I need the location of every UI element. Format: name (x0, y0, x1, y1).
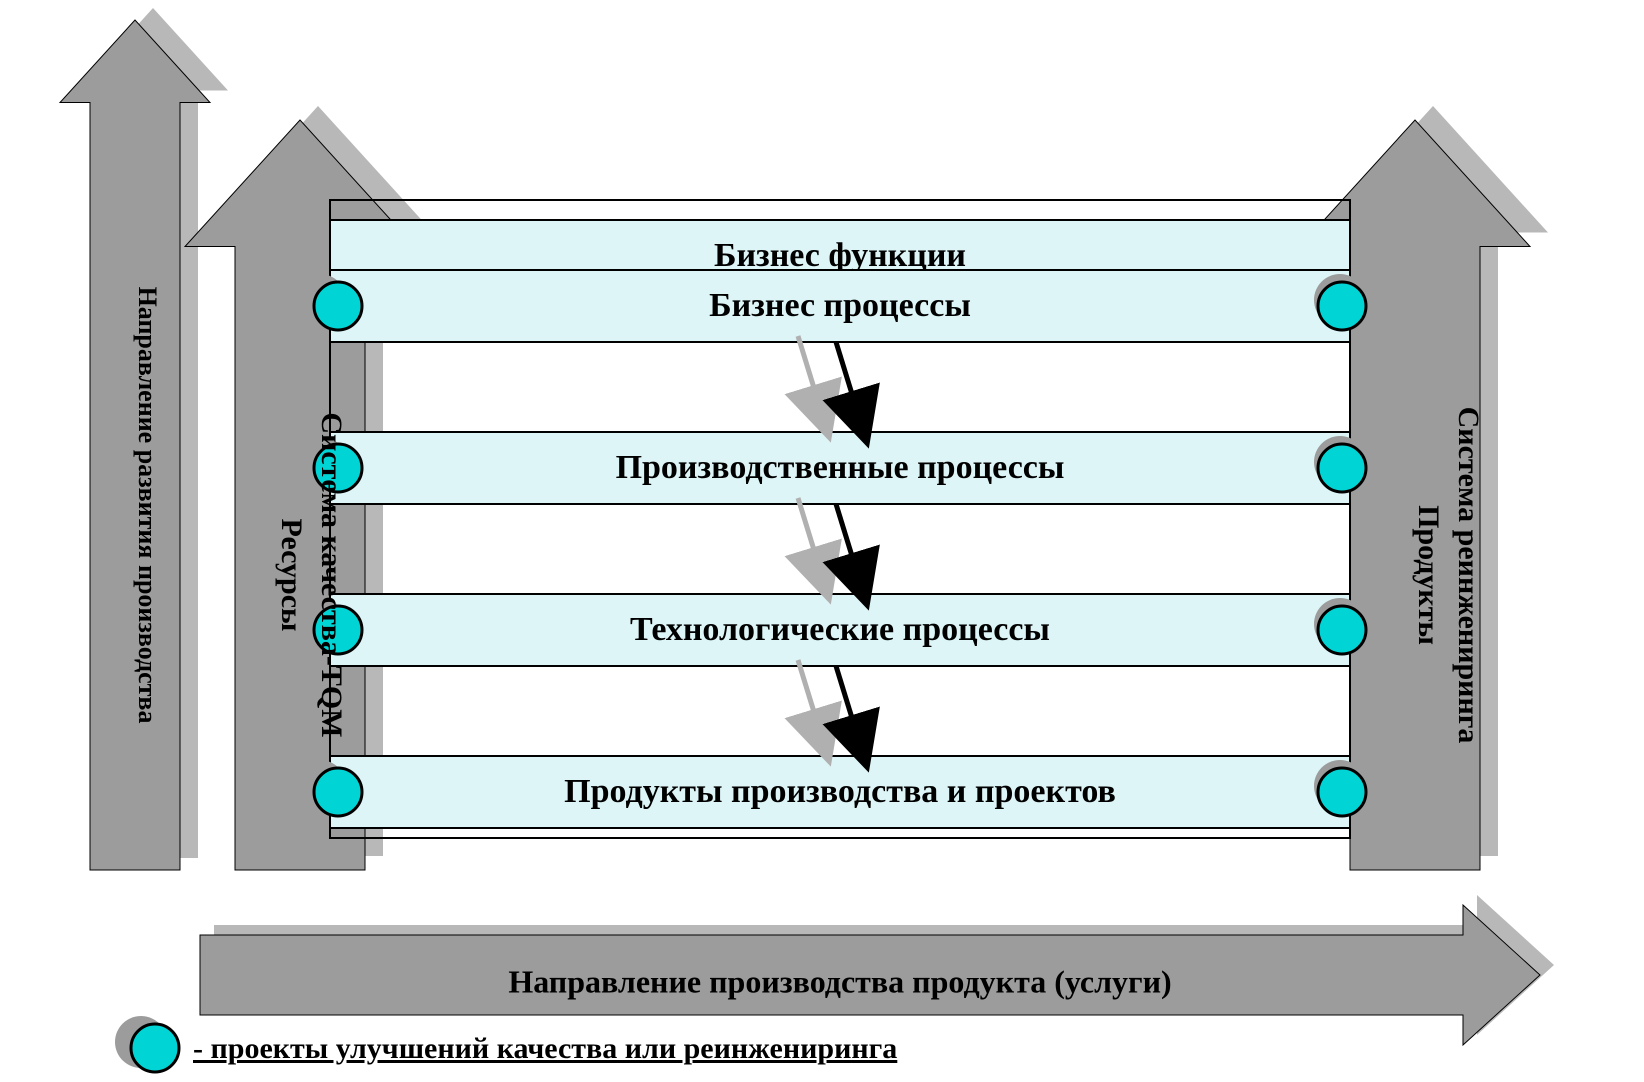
project-marker-icon (1318, 606, 1366, 654)
band-label: Бизнес функции (714, 237, 966, 274)
band-label: Продукты производства и проектов (564, 773, 1116, 810)
right-arrow-label-2: Продукты (1412, 505, 1445, 645)
legend-label: - проекты улучшений качества или реинжен… (193, 1032, 897, 1065)
band-label: Бизнес процессы (709, 287, 971, 324)
process-diagram: Бизнес функции Бизнес процессы Производств… (0, 0, 1644, 1082)
bottom-arrow-label: Направление производства продукта (услуг… (508, 963, 1171, 999)
project-marker-icon (314, 282, 362, 330)
legend-marker-icon (131, 1024, 179, 1072)
left-arrow-label-1: Система качества-TQM (315, 412, 348, 737)
far-left-arrow-label: Направление развития производства (133, 287, 162, 724)
project-marker-icon (1318, 282, 1366, 330)
band-label: Производственные процессы (616, 449, 1065, 486)
band-label: Технологические процессы (630, 611, 1050, 648)
project-marker-icon (314, 768, 362, 816)
project-marker-icon (1318, 444, 1366, 492)
left-arrow-label-2: Ресурсы (275, 519, 308, 632)
project-marker-icon (1318, 768, 1366, 816)
right-arrow-label-1: Система реинжениринга (1452, 407, 1485, 744)
